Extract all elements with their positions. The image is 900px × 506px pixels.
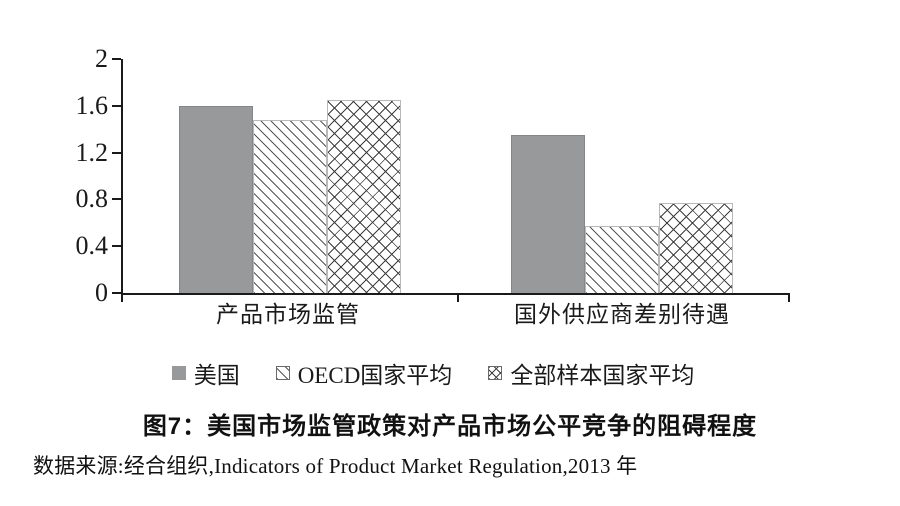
x-axis-tick: [121, 295, 123, 302]
bar-solid-group2: [511, 135, 585, 293]
chart-title: 图7：美国市场监管政策对产品市场公平竞争的阻碍程度: [142, 413, 758, 440]
legend-item-hatch: OECD国家平均: [275, 356, 453, 390]
y-axis-tick-label: 2: [95, 44, 108, 73]
y-axis-tick: [112, 151, 121, 154]
bar-hatch-group2: [585, 226, 659, 293]
legend-label: 美国: [193, 363, 240, 388]
y-axis-tick: [112, 245, 121, 248]
x-axis-tick: [788, 295, 790, 302]
y-axis-tick: [112, 198, 121, 201]
category-label-2: 国外供应商差别待遇: [514, 302, 730, 327]
legend-swatch-solid-icon: [171, 366, 186, 380]
bar-cross-group1: [327, 100, 401, 293]
y-axis-tick-label: 1.6: [75, 90, 109, 120]
y-axis-tick-label: 0.8: [75, 184, 109, 214]
y-axis-tick-label: 0: [95, 278, 108, 307]
legend-swatch-cross-icon: [488, 366, 503, 380]
category-label-1: 产品市场监管: [216, 302, 360, 327]
legend-item-cross: 全部样本国家平均: [488, 356, 694, 390]
legend-item-solid: 美国: [171, 356, 240, 390]
bar-cross-group2: [659, 203, 733, 293]
x-axis-tick: [457, 295, 459, 302]
legend-swatch-hatch-icon: [275, 366, 290, 380]
bar-group-2: [511, 135, 733, 293]
y-axis-tick: [112, 58, 121, 60]
chart-legend: 美国 OECD国家平均 全部样本国家平均: [0, 356, 866, 390]
chart-plot-area: [112, 58, 790, 302]
bar-solid-group1: [179, 106, 253, 293]
y-axis-tick: [112, 104, 121, 107]
y-axis-tick-label: 0.4: [75, 231, 109, 261]
legend-label: OECD国家平均: [297, 363, 453, 388]
bar-group-1: [179, 100, 401, 293]
y-axis-tick: [112, 292, 121, 294]
data-source-note: 数据来源:经合组织,Indicators of Product Market R…: [33, 454, 638, 478]
y-axis-tick-label: 1.2: [75, 137, 109, 167]
bar-hatch-group1: [253, 120, 327, 293]
legend-label: 全部样本国家平均: [510, 363, 695, 388]
